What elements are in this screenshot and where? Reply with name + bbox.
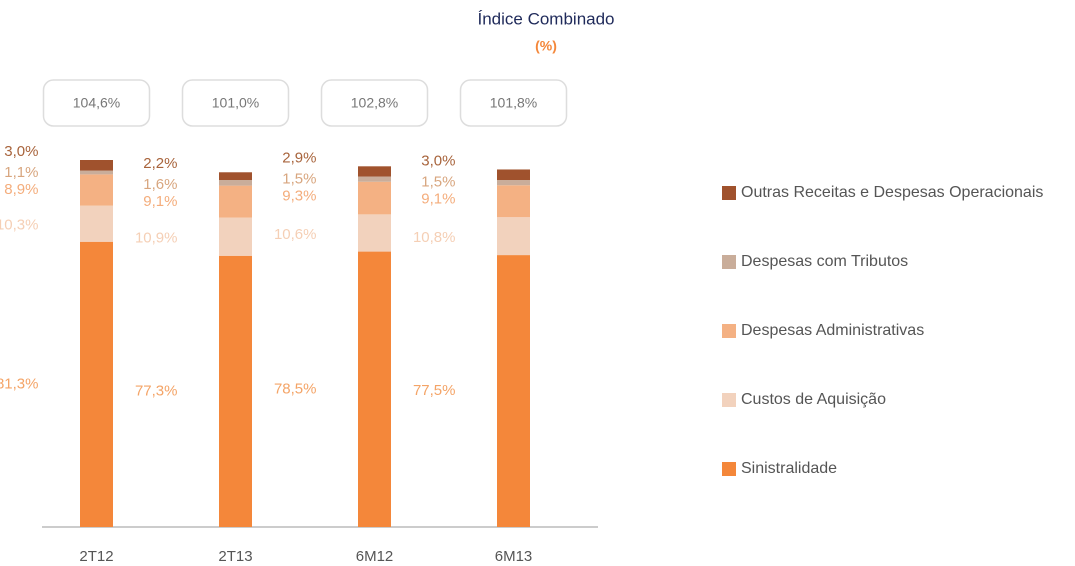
bar-segment — [219, 185, 252, 218]
legend-swatch — [722, 186, 736, 200]
bar-segment — [358, 181, 391, 215]
bar-segment — [219, 217, 252, 256]
legend-label: Despesas Administrativas — [741, 322, 924, 339]
data-label: 3,0% — [421, 152, 455, 169]
total-label: 101,0% — [212, 95, 259, 111]
bar-segment — [80, 170, 113, 175]
total-bubble — [459, 79, 568, 127]
data-label: 1,6% — [143, 176, 177, 193]
bar-segment — [497, 255, 530, 527]
bar-segment — [80, 160, 113, 171]
data-label: 81,3% — [0, 375, 39, 392]
data-label: 2,9% — [282, 149, 316, 166]
data-label: 8,9% — [4, 181, 38, 198]
x-tick-label: 2T12 — [79, 548, 113, 565]
x-tick-label: 6M12 — [356, 548, 394, 565]
total-bubble — [320, 79, 429, 127]
data-label: 1,5% — [421, 173, 455, 190]
data-label: 1,1% — [4, 164, 38, 181]
bar-segment — [497, 217, 530, 256]
legend-label: Sinistralidade — [741, 460, 837, 477]
legend-swatch — [722, 462, 736, 476]
x-tick-label: 6M13 — [495, 548, 533, 565]
total-bubble — [181, 79, 290, 127]
total-label: 104,6% — [73, 95, 120, 111]
legend-label: Outras Receitas e Despesas Operacionais — [741, 184, 1043, 201]
chart-title: Índice Combinado — [477, 9, 614, 28]
legend-swatch — [722, 324, 736, 338]
legend-label: Custos de Aquisição — [741, 391, 886, 408]
data-label: 9,1% — [143, 193, 177, 210]
bar-segment — [358, 176, 391, 182]
data-label: 77,3% — [135, 382, 178, 399]
bar-segment — [219, 255, 252, 527]
chart-subtitle: (%) — [535, 38, 557, 54]
bar-segment — [80, 241, 113, 527]
bar-segment — [358, 214, 391, 252]
total-bubble — [42, 79, 151, 127]
data-label: 9,1% — [421, 190, 455, 207]
data-label: 10,3% — [0, 217, 39, 234]
x-tick-label: 2T13 — [218, 548, 252, 565]
legend-swatch — [722, 393, 736, 407]
bar-segment — [219, 172, 252, 180]
data-label: 10,8% — [413, 229, 456, 246]
total-label: 101,8% — [490, 95, 537, 111]
data-label: 3,0% — [4, 143, 38, 160]
data-label: 10,9% — [135, 230, 178, 247]
data-label: 1,5% — [282, 170, 316, 187]
bar-segment — [358, 166, 391, 177]
data-label: 78,5% — [274, 380, 317, 397]
data-label: 2,2% — [143, 155, 177, 172]
legend-swatch — [722, 255, 736, 269]
total-label: 102,8% — [351, 95, 398, 111]
bar-segment — [80, 174, 113, 206]
bar-segment — [358, 251, 391, 527]
legend-label: Despesas com Tributos — [741, 253, 908, 270]
data-label: 77,5% — [413, 382, 456, 399]
data-label: 10,6% — [274, 226, 317, 243]
bar-segment — [497, 179, 530, 186]
bar-segment — [80, 205, 113, 242]
bar-segment — [497, 169, 530, 180]
bar-segment — [219, 179, 252, 186]
bar-segment — [497, 185, 530, 218]
data-label: 9,3% — [282, 187, 316, 204]
